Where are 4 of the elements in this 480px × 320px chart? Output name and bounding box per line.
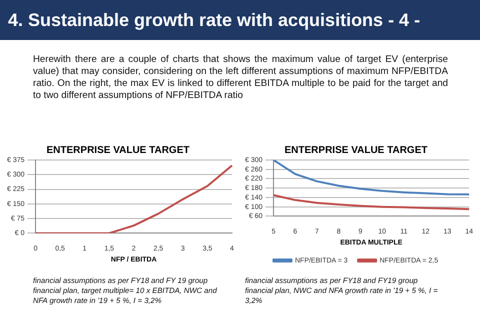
text: Herewith there are a couple of charts that shows the maximum value of target EV (enterprise value) that may consider, considering on the left different assumptions of maximum NFP/EBITDA ratio. On the right, the max EV is linked to different EBITDA multiple to be paid for the target and to two different assumptions of NFP/EBITDA ratio — [33, 54, 448, 102]
chart-title: ENTERPRISE VALUE TARGET — [46, 144, 190, 156]
chart-title: ENTERPRISE VALUE TARGET — [284, 144, 428, 156]
text: 4. Sustainable growth rate with acquisitions - 4 - — [0, 0, 480, 40]
